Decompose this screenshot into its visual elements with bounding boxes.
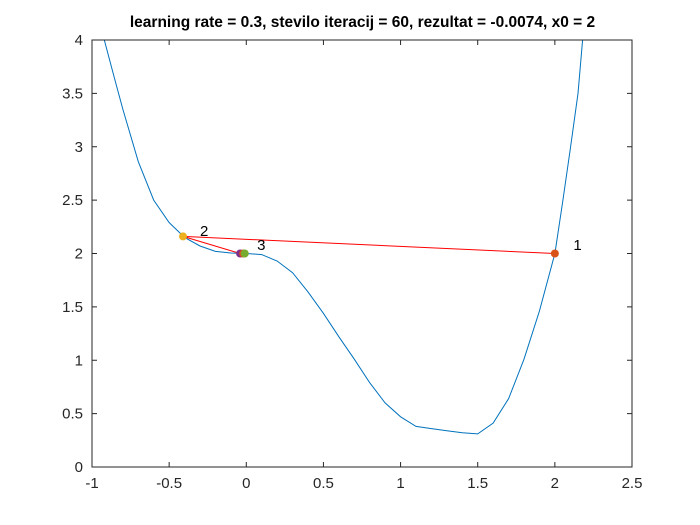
chart-title: learning rate = 0.3, stevilo iteracij = … — [129, 14, 596, 31]
x-tick-label: -0.5 — [156, 475, 182, 492]
y-tick-label: 3.5 — [62, 85, 83, 102]
y-tick-label: 4 — [75, 32, 83, 49]
x-tick-label: 1.5 — [467, 475, 488, 492]
x-tick-label: -1 — [85, 475, 98, 492]
x-tick-label: 2.5 — [622, 475, 643, 492]
x-tick-label: 0.5 — [313, 475, 334, 492]
point-label: 2 — [200, 223, 208, 240]
x-tick-label: 1 — [396, 475, 404, 492]
point-label: 3 — [257, 237, 265, 254]
y-tick-label: 1.5 — [62, 299, 83, 316]
iteration-point — [179, 232, 188, 241]
axes-background — [92, 40, 632, 467]
y-tick-label: 1 — [75, 352, 83, 369]
iteration-point — [240, 249, 249, 258]
function-curve — [103, 40, 584, 435]
iteration-point — [550, 249, 559, 258]
y-tick-label: 2 — [75, 246, 83, 263]
x-tick-label: 2 — [551, 475, 559, 492]
y-tick-label: 2.5 — [62, 192, 83, 209]
y-tick-label: 0 — [75, 459, 83, 476]
x-tick-label: 0 — [242, 475, 250, 492]
y-tick-label: 3 — [75, 139, 83, 156]
y-tick-label: 0.5 — [62, 406, 83, 423]
point-label: 1 — [573, 237, 581, 254]
